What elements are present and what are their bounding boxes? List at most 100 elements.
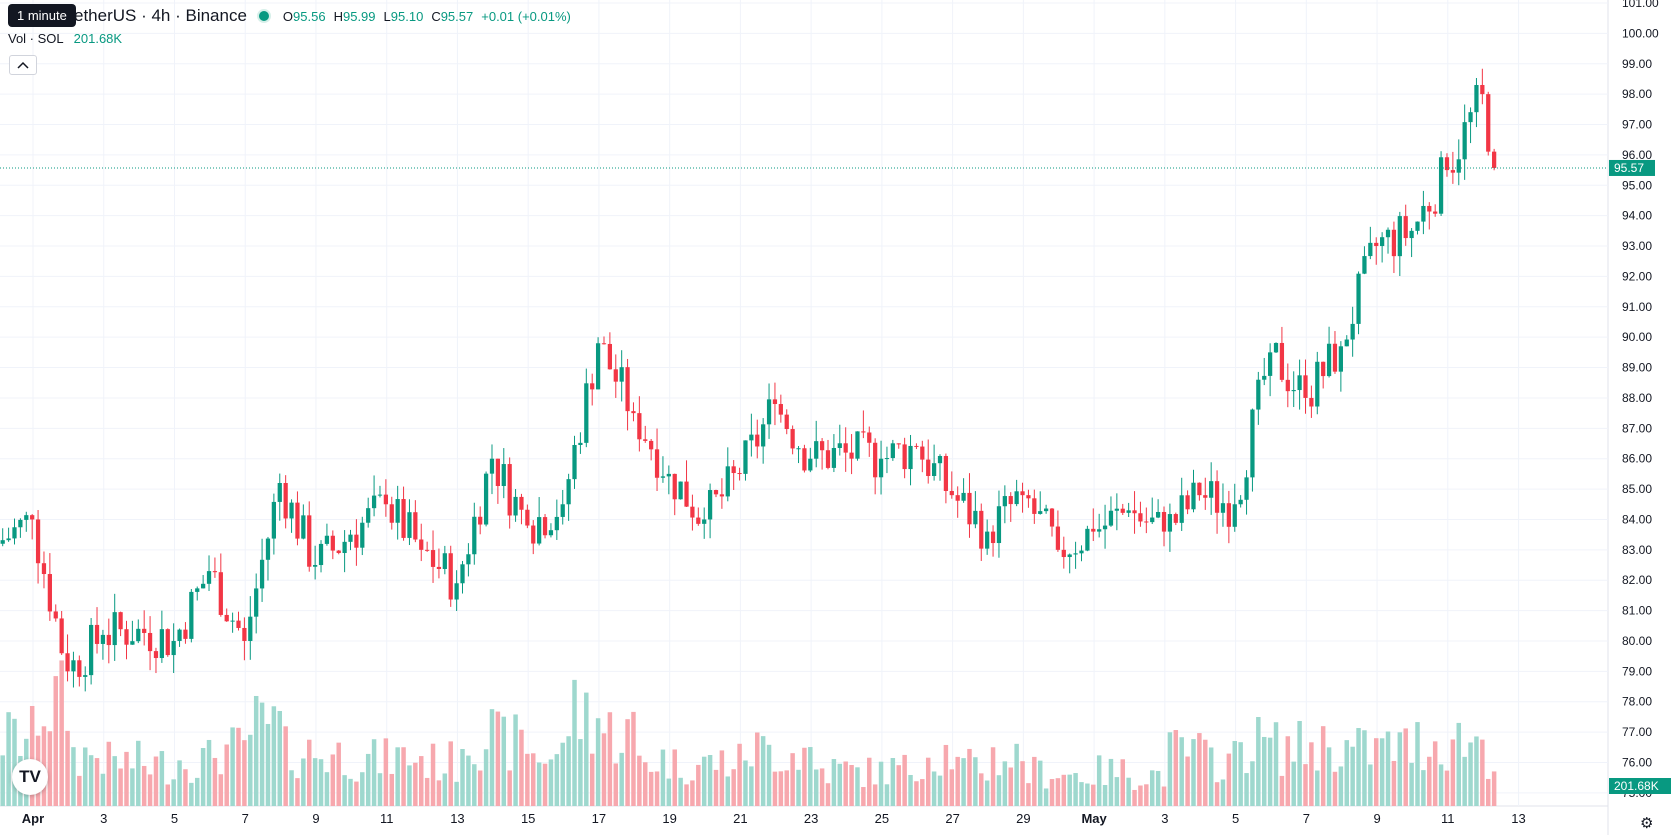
candle-body — [395, 499, 400, 523]
price-tick-label: 96.00 — [1622, 148, 1652, 162]
candle-body — [1043, 508, 1049, 512]
symbol-title[interactable]: etherUS · 4h · Binance — [74, 6, 247, 25]
volume-bar — [1261, 736, 1267, 806]
candle-body — [684, 481, 689, 507]
volume-bar — [831, 759, 837, 806]
volume-bar — [495, 711, 501, 806]
candle-body — [254, 588, 259, 617]
time-tick-label: 19 — [662, 811, 676, 826]
volume-bar — [560, 742, 565, 806]
candle-body — [1020, 491, 1025, 496]
volume-bar — [731, 769, 736, 806]
candle-body — [607, 343, 613, 370]
gear-icon[interactable]: ⚙ — [1640, 815, 1654, 832]
time-tick-label: 21 — [733, 811, 747, 826]
candle-body — [489, 458, 495, 474]
volume-bar — [212, 757, 218, 806]
volume-bar — [1096, 755, 1102, 806]
candle-body — [1326, 343, 1332, 377]
volume-bar — [1032, 756, 1037, 806]
candle-body — [6, 538, 11, 541]
volume-bar — [861, 787, 866, 806]
candle-body — [1397, 216, 1402, 257]
candle-body — [183, 629, 188, 639]
candle-body — [460, 564, 465, 584]
collapse-legend-button[interactable] — [9, 55, 37, 75]
volume-bar — [967, 748, 972, 806]
time-tick-label: 15 — [521, 811, 535, 826]
candle-body — [1279, 342, 1285, 380]
volume-bar — [507, 770, 512, 806]
price-tick-label: 81.00 — [1622, 604, 1652, 618]
candle-body — [1486, 94, 1491, 152]
candle-body — [1244, 477, 1249, 500]
candle-body — [35, 519, 41, 564]
volume-bar — [159, 751, 165, 806]
tradingview-logo-icon[interactable]: TV — [12, 759, 48, 795]
volume-bar — [601, 733, 607, 806]
volume-bar — [796, 769, 801, 806]
candle-body — [884, 458, 890, 460]
candle-body — [472, 516, 477, 555]
candle-body — [413, 512, 418, 540]
candle-body — [1032, 498, 1037, 514]
volume-bar — [29, 705, 35, 806]
price-tick-label: 85.00 — [1622, 482, 1652, 496]
volume-bar — [442, 773, 448, 806]
volume-bar — [371, 739, 377, 806]
volume-bar — [931, 771, 937, 806]
volume-bar — [843, 761, 848, 806]
candle-body — [165, 629, 170, 656]
open-value: 95.56 — [293, 8, 326, 24]
volume-label[interactable]: Vol · SOL — [8, 31, 64, 46]
volume-bar — [136, 740, 141, 806]
volume-bar — [1244, 773, 1249, 806]
candle-body — [442, 553, 447, 569]
candle-body — [937, 455, 943, 464]
volume-bar — [825, 783, 831, 806]
candle-body — [71, 660, 76, 672]
candle-body — [401, 499, 406, 538]
volume-bar — [1409, 762, 1414, 806]
volume-bar — [696, 764, 701, 806]
volume-bar — [1026, 783, 1031, 806]
candle-body — [53, 611, 58, 619]
candle-body — [1038, 511, 1043, 514]
high-label: H — [333, 8, 343, 24]
candle-body — [1268, 352, 1273, 376]
candle-body — [1214, 481, 1220, 513]
candle-body — [1456, 159, 1461, 173]
interval-tooltip: 1 minute — [8, 4, 76, 27]
volume-bar — [1309, 742, 1314, 806]
candle-body — [1291, 390, 1296, 392]
volume-bars — [0, 660, 1497, 806]
price-tick-label: 78.00 — [1622, 695, 1652, 709]
candle-body — [283, 483, 288, 519]
volume-bar — [289, 770, 294, 806]
volume-bar — [1043, 788, 1049, 806]
volume-bar — [637, 755, 642, 806]
candle-body — [1197, 482, 1202, 496]
volume-bar — [1250, 761, 1255, 806]
volume-bar — [902, 754, 907, 806]
candle-body — [1462, 122, 1467, 160]
candle-body — [89, 624, 94, 676]
last-volume-badge — [1609, 778, 1671, 794]
volume-bar — [920, 779, 925, 806]
volume-bar — [607, 712, 613, 806]
volume-bar — [666, 778, 672, 806]
volume-bar — [1350, 746, 1355, 806]
volume-bar — [778, 771, 784, 806]
candle-body — [766, 399, 772, 425]
volume-bar — [183, 769, 188, 806]
market-status-icon[interactable] — [256, 9, 271, 23]
candle-body — [696, 517, 701, 524]
candle-body — [1161, 511, 1167, 532]
volume-bar — [713, 769, 719, 806]
candle-body — [613, 369, 618, 382]
volume-bar — [1203, 739, 1208, 806]
time-tick-label: 11 — [1441, 811, 1455, 826]
volume-bar — [124, 751, 129, 806]
time-tick-label: 29 — [1016, 811, 1030, 826]
